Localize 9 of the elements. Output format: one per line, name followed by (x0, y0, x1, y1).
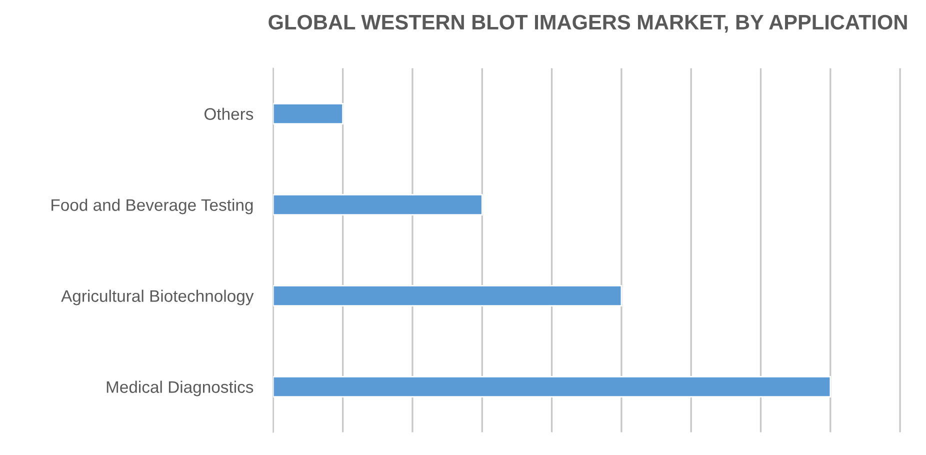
bar (273, 194, 483, 216)
chart-title: GLOBAL WESTERN BLOT IMAGERS MARKET, BY APPLICATION (268, 14, 907, 33)
bar (273, 376, 832, 398)
y-tick-label: Agricultural Biotechnology (61, 290, 254, 306)
bar (273, 285, 622, 306)
y-tick-label: Others (204, 108, 254, 120)
y-tick-label: Food and Beverage Testing (52, 198, 253, 214)
y-tick-label: Medical Diagnostics (106, 380, 254, 396)
bar (273, 103, 344, 124)
